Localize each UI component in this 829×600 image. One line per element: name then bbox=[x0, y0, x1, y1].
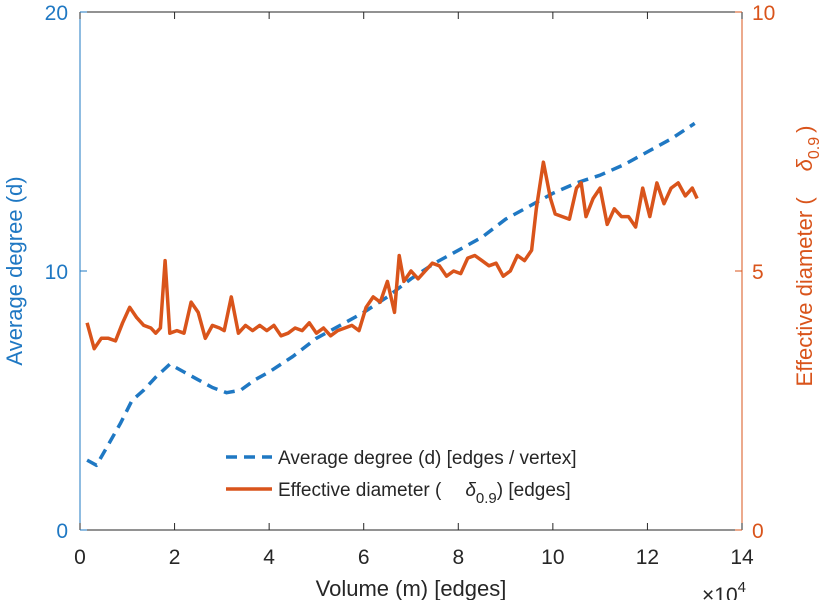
effective-diameter-line bbox=[85, 160, 699, 351]
ticks-layer: 0 2 4 6 8 10 12 14 0 10 20 0 5 10 bbox=[45, 2, 776, 569]
series-layer bbox=[85, 121, 699, 468]
y-left-tick-label: 20 bbox=[45, 2, 68, 25]
legend-label-effective-diameter-subscript: 0.9 bbox=[476, 490, 497, 507]
y-axis-right-title-subscript: 0.9 bbox=[806, 137, 823, 159]
x-tick-label: 10 bbox=[541, 546, 564, 569]
y-axis-right-title-symbol: δ bbox=[792, 158, 817, 171]
y-axis-right-title-prefix: Effective diameter ( bbox=[792, 197, 817, 387]
y-axis-left-title: Average degree (d) bbox=[2, 176, 27, 365]
y-left-tick-label: 10 bbox=[45, 261, 68, 284]
y-right-tick-label: 0 bbox=[752, 520, 764, 543]
y-axis-right-title-suffix: ) bbox=[792, 126, 817, 133]
x-exponent-base: ×10 bbox=[702, 584, 738, 600]
legend-label-average-degree: Average degree (d) [edges / vertex] bbox=[278, 448, 577, 469]
legend-label-effective-diameter-prefix: Effective diameter ( bbox=[278, 480, 442, 501]
legend-label-effective-diameter-symbol: δ bbox=[465, 480, 476, 501]
x-tick-label: 8 bbox=[452, 546, 464, 569]
y-right-tick-label: 5 bbox=[752, 261, 764, 284]
legend-label-effective-diameter-suffix: ) [edges] bbox=[497, 480, 571, 501]
y-left-tick-label: 0 bbox=[56, 520, 68, 543]
legend: Average degree (d) [edges / vertex] Effe… bbox=[226, 448, 577, 507]
x-tick-label: 14 bbox=[730, 546, 754, 569]
x-tick-label: 2 bbox=[169, 546, 181, 569]
y-axis-right-title: Effective diameter ( δ0.9) bbox=[792, 126, 823, 387]
legend-label-effective-diameter: Effective diameter ( δ0.9) [edges] bbox=[278, 480, 571, 507]
x-axis-exponent: ×104 bbox=[702, 579, 746, 600]
x-tick-label: 12 bbox=[636, 546, 659, 569]
average-degree-line bbox=[86, 121, 696, 468]
x-axis-title: Volume (m) [edges] bbox=[316, 576, 507, 600]
x-tick-label: 4 bbox=[263, 546, 275, 569]
y-right-tick-label: 10 bbox=[752, 2, 775, 25]
x-tick-label: 0 bbox=[74, 546, 86, 569]
x-exponent-power: 4 bbox=[738, 579, 746, 596]
x-tick-label: 6 bbox=[358, 546, 370, 569]
